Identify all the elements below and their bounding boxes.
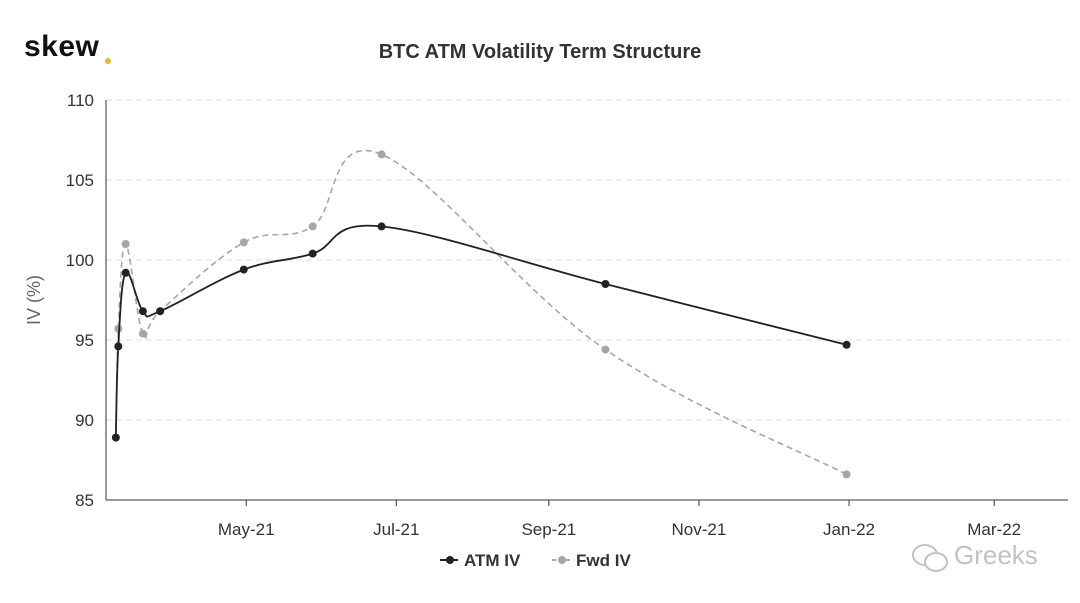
atm-iv-point	[377, 222, 386, 231]
x-tick-label: May-21	[218, 520, 275, 539]
x-tick-label: Mar-22	[967, 520, 1021, 539]
atm-iv-point	[842, 340, 851, 349]
x-tick-label: Jan-22	[823, 520, 875, 539]
watermark-text: Greeks	[954, 540, 1038, 570]
logo-text: skew	[24, 30, 100, 63]
logo-dot	[105, 58, 111, 64]
legend-atm-iv-label[interactable]: ATM IV	[464, 551, 521, 570]
atm-iv-point	[138, 307, 147, 316]
y-tick-label: 90	[75, 411, 94, 430]
atm-iv-point	[308, 249, 317, 258]
fwd-iv-point	[121, 240, 130, 248]
legend[interactable]: ATM IV Fwd IV	[440, 551, 631, 570]
atm-iv-line	[114, 224, 847, 438]
atm-iv-point	[239, 265, 248, 274]
y-tick-label: 110	[67, 91, 94, 110]
tick-labels: 85 90 95 100 105 110 May-21 Jul-21 Sep-21 Nov-21 J…	[24, 91, 1021, 539]
x-tick-label: Sep-21	[521, 520, 576, 539]
series-layer	[111, 149, 851, 479]
fwd-iv-point	[308, 222, 317, 231]
fwd-iv-point	[842, 470, 851, 479]
legend-fwd-iv-label[interactable]: Fwd IV	[576, 551, 631, 570]
atm-iv-point	[601, 280, 610, 288]
x-tick-label: Jul-21	[373, 520, 419, 539]
fwd-iv-point	[239, 238, 248, 247]
y-tick-label: 105	[66, 171, 94, 190]
fwd-iv-point	[601, 345, 610, 354]
atm-iv-point	[111, 433, 120, 442]
x-tick-label: Nov-21	[672, 520, 727, 539]
fwd-iv-line	[115, 149, 847, 476]
y-axis-title: IV (%)	[24, 275, 44, 325]
y-tick-label: 100	[66, 251, 94, 270]
chart-title: BTC ATM Volatility Term Structure	[378, 41, 702, 63]
y-tick-label: 85	[75, 491, 94, 510]
axes	[105, 100, 1068, 506]
grid-lines	[106, 99, 1068, 421]
wechat-icon	[912, 542, 948, 572]
legend-atm-iv-marker	[446, 556, 454, 564]
atm-iv-point	[156, 307, 165, 316]
y-tick-label: 95	[75, 331, 94, 350]
legend-fwd-iv-marker	[558, 556, 566, 564]
watermark: Greeks	[912, 540, 1038, 572]
fwd-iv-point	[114, 324, 123, 333]
fwd-iv-point	[377, 150, 386, 159]
atm-iv-point	[114, 342, 123, 351]
atm-iv-point	[121, 268, 130, 277]
skew-logo: skew	[24, 32, 99, 62]
fwd-iv-point	[138, 329, 147, 338]
